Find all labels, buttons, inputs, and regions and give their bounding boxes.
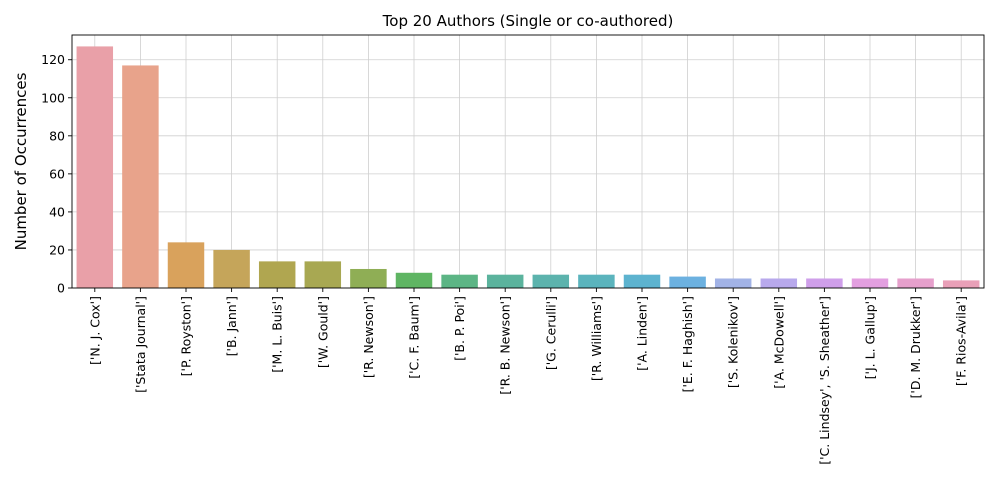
bar xyxy=(623,274,661,288)
x-tick-label: ['B. P. Poi'] xyxy=(452,296,467,361)
bar xyxy=(167,242,205,288)
x-tick-label: ['R. Williams'] xyxy=(589,296,604,381)
bar xyxy=(122,65,159,288)
x-tick-label: ['R. Newson'] xyxy=(361,296,376,378)
bar xyxy=(76,46,114,289)
bar xyxy=(669,276,706,288)
bar xyxy=(806,278,843,288)
chart-title: Top 20 Authors (Single or co-authored) xyxy=(382,12,674,30)
x-tick-label: ['N. J. Cox'] xyxy=(87,296,102,365)
y-tick-label: 0 xyxy=(57,281,65,296)
bar xyxy=(486,274,524,288)
x-tick-label: ['J. L. Gallup'] xyxy=(863,296,878,379)
bar xyxy=(441,274,478,288)
x-tick-label: ['A. McDowell'] xyxy=(771,296,786,389)
bar xyxy=(213,249,250,288)
plot-frame xyxy=(71,34,985,289)
bar xyxy=(578,274,615,288)
bar xyxy=(532,274,570,288)
x-tick-label: ['A. Linden'] xyxy=(635,296,650,371)
bars xyxy=(76,46,980,289)
bar xyxy=(897,278,934,288)
bar xyxy=(350,268,387,288)
y-tick-label: 40 xyxy=(49,204,65,219)
bar xyxy=(395,272,433,288)
bar xyxy=(760,278,798,288)
x-tick-label: ['R. B. Newson'] xyxy=(498,296,513,395)
x-tick-label: ['W. Gould'] xyxy=(315,296,330,368)
bar xyxy=(258,261,296,288)
y-tick-label: 20 xyxy=(49,242,65,257)
bar xyxy=(304,261,342,288)
x-tick-label: ['C. Lindsey', 'S. Sheather'] xyxy=(817,296,832,465)
x-tick-label: ['P. Royston'] xyxy=(179,296,194,376)
x-tick-label: ['B. Jann'] xyxy=(224,296,239,356)
grid-lines xyxy=(72,35,984,289)
bar xyxy=(714,278,752,288)
x-tick-label: ['E. F. Haghish'] xyxy=(680,296,695,392)
x-tick-label: ['S. Kolenikov'] xyxy=(726,296,741,388)
y-tick-label: 60 xyxy=(49,166,65,181)
bar xyxy=(942,280,980,288)
x-tick-label: ['F. Rios-Avila'] xyxy=(954,296,969,386)
x-tick-label: ['Stata Journal'] xyxy=(133,296,148,393)
x-tick-label: ['G. Cerulli'] xyxy=(543,296,558,370)
bar xyxy=(851,278,889,288)
y-tick-label: 100 xyxy=(41,90,65,105)
x-tick-label: ['D. M. Drukker'] xyxy=(908,296,923,398)
x-axis-ticks: ['N. J. Cox'] ['Stata Journal'] ['P. Royst… xyxy=(87,288,969,465)
x-tick-label: ['C. F. Baum'] xyxy=(407,296,422,379)
y-axis-label: Number of Occurrences xyxy=(12,72,30,250)
x-tick-label: ['M. L. Buis'] xyxy=(270,296,285,373)
y-axis-ticks: 0 20 40 60 80 100 120 xyxy=(41,52,72,296)
y-tick-label: 80 xyxy=(49,128,65,143)
y-tick-label: 120 xyxy=(41,52,65,67)
